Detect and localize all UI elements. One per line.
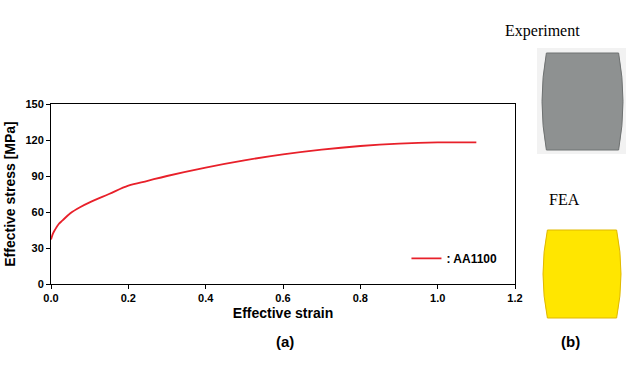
svg-text:0.4: 0.4 bbox=[198, 292, 214, 304]
svg-text:: AA1100: : AA1100 bbox=[446, 252, 497, 266]
svg-text:(a): (a) bbox=[276, 333, 294, 350]
svg-text:1.0: 1.0 bbox=[430, 292, 445, 304]
svg-text:(b): (b) bbox=[561, 333, 580, 350]
svg-text:0: 0 bbox=[38, 278, 44, 290]
svg-text:0.6: 0.6 bbox=[275, 292, 290, 304]
svg-text:Effective strain: Effective strain bbox=[233, 305, 333, 321]
svg-text:90: 90 bbox=[32, 170, 44, 182]
svg-text:120: 120 bbox=[25, 134, 43, 146]
svg-text:FEA: FEA bbox=[549, 191, 580, 208]
svg-text:Experiment: Experiment bbox=[505, 22, 580, 40]
svg-text:Effective stress [MPa]: Effective stress [MPa] bbox=[2, 121, 18, 267]
svg-text:0.0: 0.0 bbox=[43, 292, 58, 304]
svg-text:150: 150 bbox=[25, 98, 43, 110]
svg-text:30: 30 bbox=[32, 242, 44, 254]
svg-text:0.8: 0.8 bbox=[353, 292, 368, 304]
svg-text:0.2: 0.2 bbox=[121, 292, 136, 304]
svg-text:60: 60 bbox=[32, 206, 44, 218]
svg-text:1.2: 1.2 bbox=[507, 292, 522, 304]
